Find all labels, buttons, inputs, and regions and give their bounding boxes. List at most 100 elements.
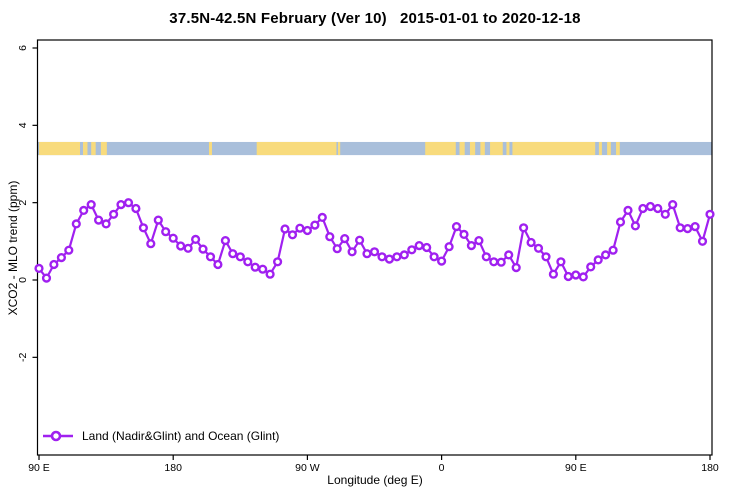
data-point [548, 269, 559, 279]
data-point [660, 209, 670, 219]
data-point [64, 245, 74, 255]
data-point [630, 221, 641, 231]
y-tick-label: -2 [17, 353, 29, 362]
data-point [571, 270, 581, 280]
data-point [79, 205, 89, 216]
legend-marker-icon [42, 428, 74, 444]
map-band-land-segment [616, 141, 620, 156]
data-point [444, 242, 454, 252]
x-axis-label: Longitude (deg E) [327, 473, 423, 487]
data-point [101, 219, 111, 229]
data-point [243, 257, 253, 267]
map-band-land-segment [425, 141, 456, 156]
y-tick-label: 2 [17, 200, 29, 206]
data-point [399, 250, 409, 260]
y-tick-label: 0 [17, 277, 29, 283]
data-point [146, 239, 156, 249]
data-point [563, 271, 573, 282]
data-point [235, 252, 245, 262]
data-point [511, 263, 521, 273]
data-point [325, 232, 335, 242]
data-point [347, 247, 357, 257]
data-point [586, 262, 596, 272]
data-point [138, 223, 149, 233]
data-point [56, 253, 67, 263]
map-band-land-segment [459, 141, 465, 156]
data-line [37, 201, 712, 280]
data-point [34, 263, 44, 274]
data-point [541, 252, 551, 262]
data-point [675, 223, 685, 233]
map-band-land-segment [607, 141, 611, 156]
data-point [93, 215, 104, 225]
data-point [653, 203, 663, 214]
map-band-land-segment [100, 141, 107, 156]
data-point [295, 223, 305, 233]
data-point [437, 256, 447, 266]
data-point [161, 227, 171, 237]
data-point [302, 225, 313, 236]
data-point [280, 224, 290, 234]
data-point [340, 234, 350, 244]
map-band-land-segment [598, 141, 602, 156]
data-point [116, 200, 126, 210]
data-point [600, 250, 611, 260]
data-point [690, 222, 700, 232]
data-point [228, 249, 238, 259]
map-band-land-segment [506, 141, 510, 156]
data-point [183, 243, 193, 253]
legend: Land (Nadir&Glint) and Ocean (Glint) [42, 428, 279, 444]
data-point [71, 219, 81, 229]
data-point [49, 259, 59, 270]
x-tick-label: 90 E [28, 462, 50, 474]
x-tick-label: 90 W [295, 462, 320, 474]
data-point [310, 220, 320, 230]
data-point [466, 241, 477, 251]
data-point [384, 254, 395, 264]
data-point [608, 245, 618, 255]
data-point [86, 200, 96, 210]
data-point [41, 273, 52, 283]
data-point [123, 198, 134, 208]
map-band-land-segment [490, 141, 503, 156]
data-point [273, 257, 283, 267]
data-point [697, 236, 708, 246]
data-point [518, 223, 529, 233]
data-point [533, 243, 544, 253]
map-band-land-segment [39, 141, 81, 156]
data-point [287, 230, 298, 240]
data-point [369, 247, 380, 257]
data-point [198, 244, 208, 254]
map-band-land-segment [208, 141, 212, 156]
data-point [474, 236, 484, 246]
y-tick-label: 4 [17, 122, 29, 128]
data-point [578, 272, 588, 282]
data-point [407, 245, 417, 255]
data-point [220, 236, 231, 246]
data-point [205, 252, 216, 262]
map-band-land-segment [256, 141, 337, 156]
map-band-land-segment [480, 141, 485, 156]
map-band-land-segment [469, 141, 476, 156]
data-point [168, 233, 178, 243]
data-point [332, 244, 342, 254]
data-point [355, 235, 365, 245]
data-point [459, 229, 469, 240]
map-band-land-segment [337, 141, 341, 156]
data-point [191, 234, 201, 245]
x-tick-label: 180 [164, 462, 182, 474]
y-axis-label: XCO2 - MLO trend (ppm) [6, 180, 20, 316]
x-tick-label: 90 E [565, 462, 587, 474]
data-point [481, 252, 491, 262]
data-point [429, 252, 439, 262]
x-tick-label: 0 [439, 462, 445, 474]
data-point [705, 209, 715, 219]
data-point [250, 262, 260, 272]
data-point [526, 237, 536, 248]
data-point [615, 217, 626, 227]
data-point [593, 255, 603, 265]
data-point [489, 257, 499, 267]
chart-title: 37.5N-42.5N February (Ver 10) 2015-01-01… [169, 10, 581, 27]
data-point [668, 200, 678, 210]
